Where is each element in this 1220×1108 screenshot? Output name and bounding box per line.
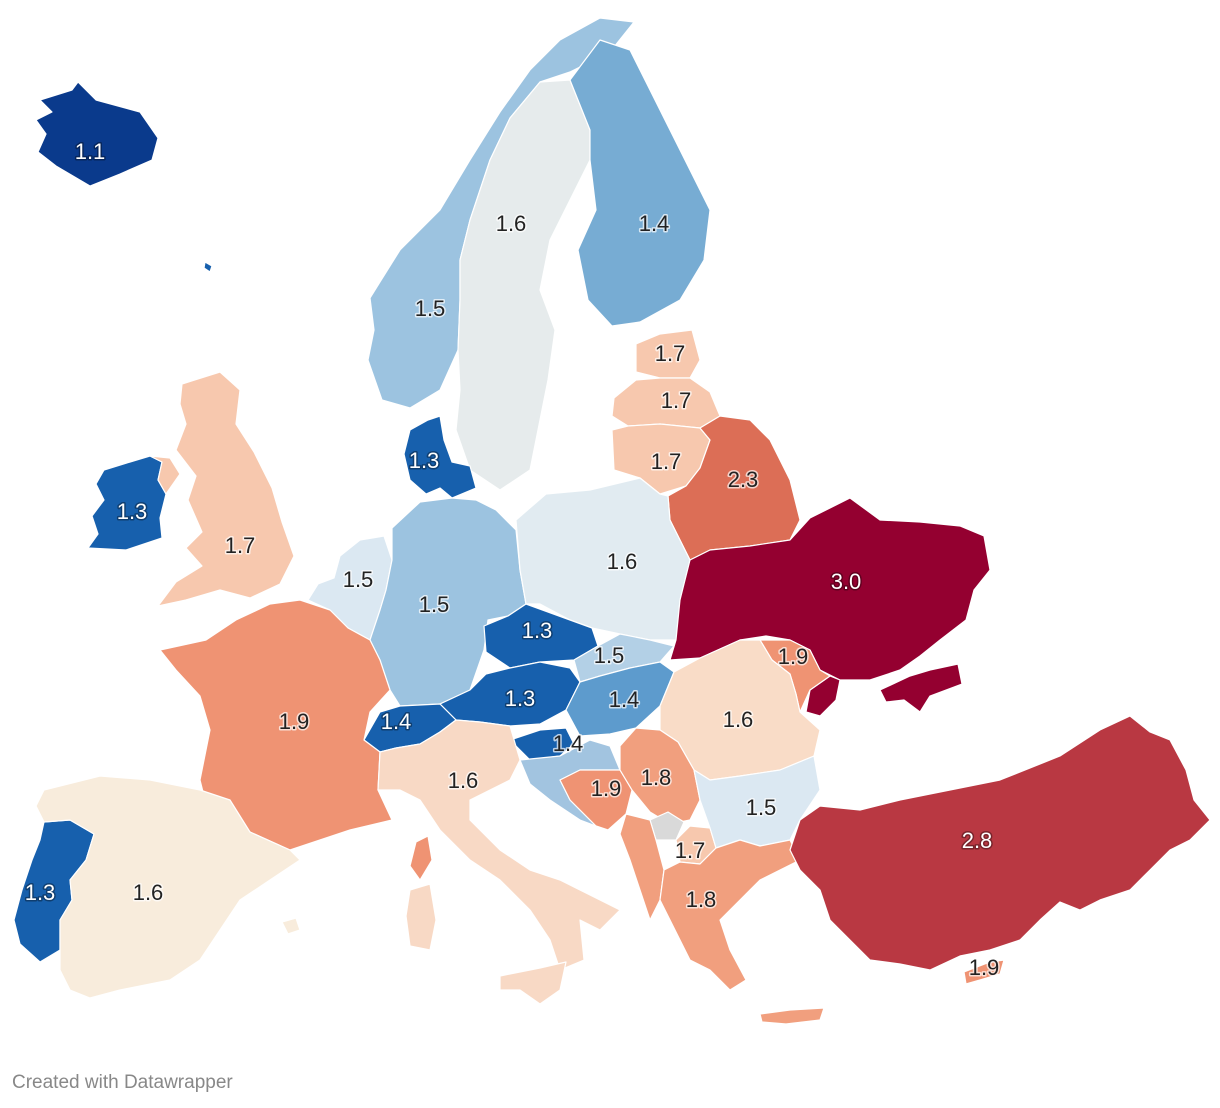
region-spain[interactable]: [35, 775, 301, 999]
value-label-germany: 1.5: [419, 592, 450, 617]
value-label-ukraine: 3.0: [831, 569, 862, 594]
value-label-benelux: 1.5: [343, 567, 374, 592]
region-turkey[interactable]: [789, 715, 1211, 971]
value-label-poland: 1.6: [607, 549, 638, 574]
value-label-sweden: 1.6: [496, 211, 527, 236]
value-label-slovakia: 1.5: [594, 643, 625, 668]
value-label-finland: 1.4: [639, 211, 670, 236]
value-label-bosnia: 1.9: [591, 776, 622, 801]
value-label-croatia: 1.4: [553, 731, 584, 756]
value-label-greece: 1.8: [686, 887, 717, 912]
region-finland[interactable]: [569, 39, 711, 327]
region-germany[interactable]: [369, 497, 527, 707]
value-label-north-macedonia: 1.7: [675, 838, 706, 863]
value-labels: 1.1 1.3 1.7 1.5 1.6 1.4 1.3 1.7 1.7 1.7 2.3 1.5 1.5 1…: [23, 137, 1001, 981]
region-faroe: [203, 261, 213, 273]
region-crimea: [879, 663, 963, 713]
value-label-ireland: 1.3: [117, 499, 148, 524]
region-denmark[interactable]: [403, 415, 477, 499]
region-italy[interactable]: [377, 719, 621, 971]
value-label-norway: 1.5: [415, 296, 446, 321]
value-label-hungary: 1.4: [609, 687, 640, 712]
value-label-austria: 1.3: [505, 686, 536, 711]
map-credit: Created with Datawrapper: [12, 1072, 233, 1093]
region-estonia[interactable]: [635, 329, 701, 379]
value-label-united-kingdom: 1.7: [225, 533, 256, 558]
region-sicily: [499, 961, 567, 1005]
value-label-romania: 1.6: [723, 707, 754, 732]
value-label-turkey: 2.8: [962, 828, 993, 853]
value-label-lithuania: 1.7: [651, 449, 682, 474]
region-bulgaria[interactable]: [693, 755, 821, 849]
value-label-bulgaria: 1.5: [746, 795, 777, 820]
region-united-kingdom[interactable]: [157, 371, 295, 607]
value-label-estonia: 1.7: [655, 341, 686, 366]
value-label-switzerland: 1.4: [381, 709, 412, 734]
value-label-moldova: 1.9: [778, 644, 809, 669]
value-label-denmark: 1.3: [409, 448, 440, 473]
value-label-portugal: 1.3: [25, 880, 56, 905]
region-greece[interactable]: [659, 839, 801, 991]
value-label-iceland: 1.1: [75, 139, 106, 164]
region-cyprus[interactable]: [963, 959, 1005, 985]
value-label-cyprus: 1.9: [969, 955, 1000, 980]
region-crete: [759, 1007, 825, 1025]
region-sardinia: [405, 883, 437, 951]
region-iceland[interactable]: [35, 81, 159, 187]
region-serbia[interactable]: [619, 727, 701, 825]
value-label-belarus: 2.3: [728, 467, 759, 492]
value-label-czechia: 1.3: [522, 618, 553, 643]
region-sweden[interactable]: [455, 79, 591, 491]
value-label-italy: 1.6: [448, 768, 479, 793]
value-label-latvia: 1.7: [661, 388, 692, 413]
value-label-spain: 1.6: [133, 880, 164, 905]
value-label-france: 1.9: [279, 709, 310, 734]
region-balearic: [281, 917, 301, 935]
region-corsica: [409, 835, 433, 881]
region-northern-ireland: [149, 455, 181, 495]
region-albania: [619, 813, 665, 921]
value-label-serbia: 1.8: [641, 765, 672, 790]
